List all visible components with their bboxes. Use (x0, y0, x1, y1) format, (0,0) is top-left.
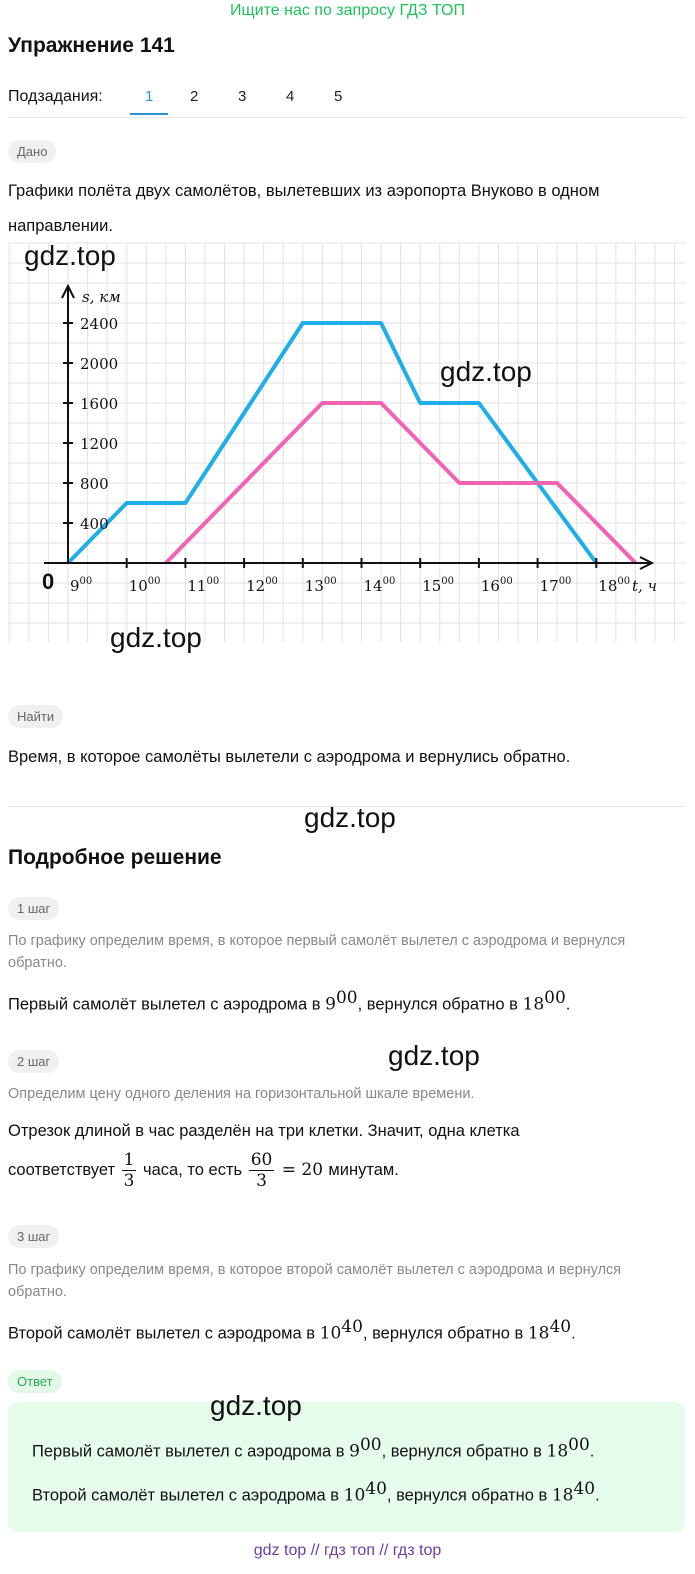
step1-text: Первый самолёт вылетел с аэродрома в 900… (8, 988, 571, 1015)
active-tab-indicator (130, 113, 168, 115)
section-divider (8, 806, 685, 807)
step2-chip: 2 шаг (8, 1050, 60, 1073)
x-tick-label: 1300 (305, 576, 337, 595)
watermark-5: gdz.top (388, 1040, 480, 1071)
y-axis-arrow (61, 283, 75, 299)
y-tick-label: 2400 (80, 315, 118, 333)
given-chip: Дано (8, 140, 57, 163)
watermark-1: gdz.top (24, 240, 116, 271)
fraction-sixty-thirds: 60 3 (248, 1150, 275, 1191)
answer-chip: Ответ (8, 1370, 62, 1393)
step1-chip: 1 шаг (8, 897, 60, 920)
series-line-1 (66, 321, 598, 565)
x-tick-label: 900 (70, 576, 92, 595)
x-tick-label: 1700 (540, 576, 572, 595)
chart-grid (8, 242, 686, 642)
step3-text: Второй самолёт вылетел с аэродрома в 104… (8, 1317, 576, 1344)
page-title: Упражнение 141 (8, 34, 175, 57)
y-tick-label: 2000 (80, 355, 118, 373)
find-text: Время, в которое самолёты вылетели с аэр… (8, 748, 571, 766)
answer-line-1: Первый самолёт вылетел с аэродрома в 900… (32, 1435, 595, 1462)
step1-hint: По графику определим время, в которое пе… (8, 933, 626, 971)
solution-title: Подробное решение (8, 846, 222, 869)
subtask-tab-4[interactable]: 4 (286, 88, 295, 105)
search-banner: Ищите нас по запросу ГДЗ ТОП (230, 2, 465, 19)
x-tick-label: 1600 (481, 576, 513, 595)
subtask-tab-1[interactable]: 1 (145, 88, 154, 105)
x-tick-label: 1200 (246, 576, 278, 595)
step3-chip: 3 шаг (8, 1225, 60, 1248)
step2-hint: Определим цену одного деления на горизон… (8, 1086, 475, 1102)
y-tick-label: 800 (80, 475, 109, 493)
subtasks-label: Подзадания: (8, 88, 103, 105)
x-axis-label: t, ч (632, 577, 657, 595)
series-line-2 (164, 401, 637, 565)
flight-graph: 400 800 1200 1600 2000 2400 900 1000 1100 1200 130… (8, 242, 686, 642)
answer-line-2: Второй самолёт вылетел с аэродрома в 104… (32, 1479, 600, 1506)
y-tick-label: 1600 (80, 395, 118, 413)
find-chip: Найти (8, 705, 64, 728)
x-tick-label: 1800 (598, 576, 630, 595)
x-tick-label: 1500 (422, 576, 454, 595)
subtasks-bar: Подзадания: 1 2 3 4 5 (8, 86, 685, 118)
y-tick-label: 400 (80, 515, 109, 533)
chart-axes (44, 283, 655, 570)
x-tick-label: 1000 (129, 576, 161, 595)
x-tick-label: 1400 (364, 576, 396, 595)
subtask-tab-2[interactable]: 2 (190, 88, 199, 105)
x-tick-label: 1100 (187, 576, 219, 595)
subtask-tab-3[interactable]: 3 (238, 88, 247, 105)
x-axis-arrow (639, 556, 655, 570)
origin-label: 0 (42, 569, 54, 594)
y-axis-label: s, км (82, 288, 121, 306)
watermark-4: gdz.top (304, 802, 396, 833)
subtask-tab-5[interactable]: 5 (334, 88, 343, 105)
watermark-3: gdz.top (110, 622, 202, 653)
answer-box (8, 1402, 685, 1532)
y-tick-label: 1200 (80, 435, 118, 453)
step3-hint: По графику определим время, в которое вт… (8, 1262, 622, 1300)
chart-series (66, 321, 637, 565)
watermark-6: gdz.top (210, 1390, 302, 1421)
watermark-2: gdz.top (440, 356, 532, 387)
footer-links[interactable]: gdz top // гдз топ // гдз top (253, 1542, 442, 1559)
step2-line1: Отрезок длиной в час разделён на три кле… (8, 1122, 520, 1140)
chart-labels: 400 800 1200 1600 2000 2400 900 1000 1100 1200 130… (42, 288, 657, 595)
given-text: Графики полёта двух самолётов, вылетевши… (8, 182, 600, 235)
